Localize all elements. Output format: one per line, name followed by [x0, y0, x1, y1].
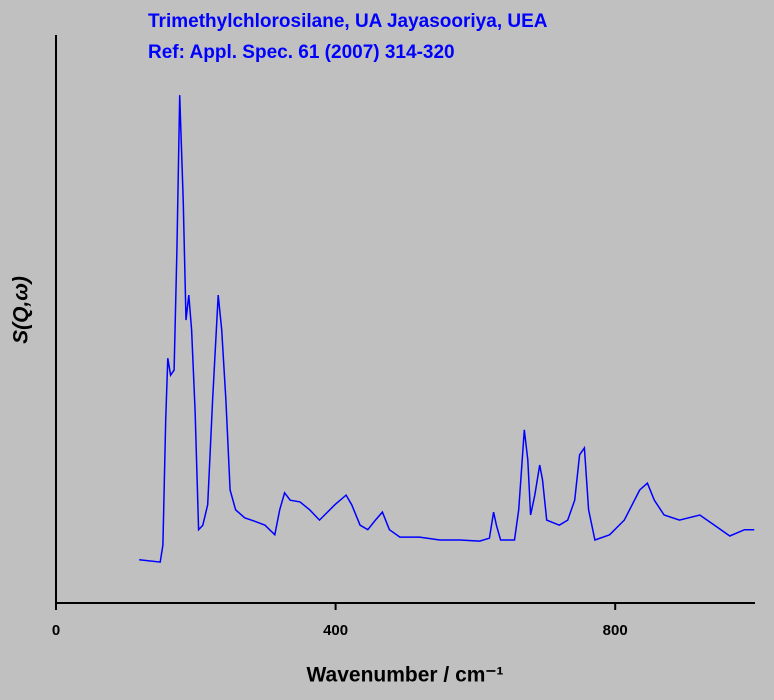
spectrum-line — [139, 95, 755, 563]
x-axis-label: Wavenumber / cm⁻¹ — [306, 664, 503, 687]
chart-subtitle: Ref: Appl. Spec. 61 (2007) 314-320 — [148, 42, 455, 63]
chart-title: Trimethylchlorosilane, UA Jayasooriya, U… — [148, 11, 548, 32]
x-tick-label: 400 — [323, 622, 348, 639]
x-tick-label: 800 — [603, 622, 628, 639]
x-tick-label: 0 — [52, 622, 60, 639]
y-axis-label: S(Q,ω) — [10, 276, 33, 344]
